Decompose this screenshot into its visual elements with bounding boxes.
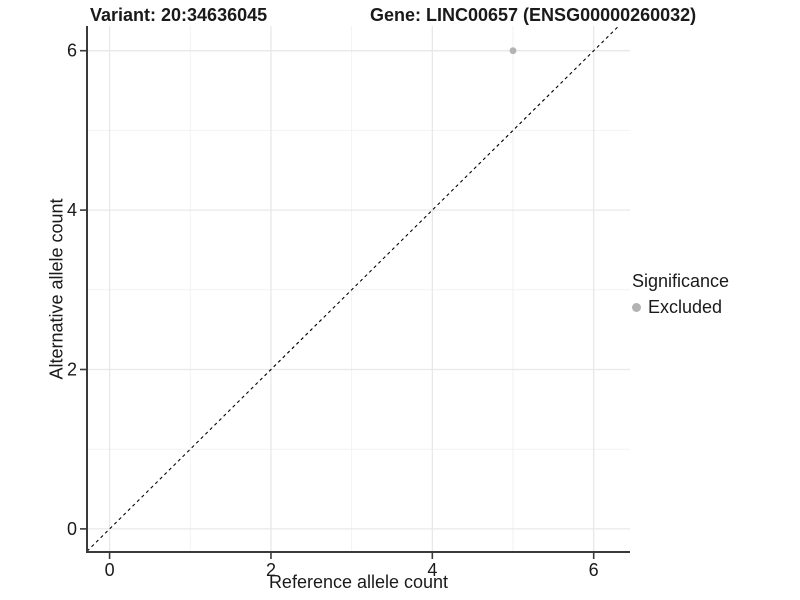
x-axis-title: Reference allele count bbox=[268, 572, 449, 592]
y-tick-label: 6 bbox=[67, 41, 77, 61]
x-tick-label: 4 bbox=[427, 560, 437, 580]
x-tick-label: 0 bbox=[105, 560, 115, 580]
legend-item-label: Excluded bbox=[648, 297, 723, 317]
plot-title-variant: Variant: 20:34636045 bbox=[90, 5, 268, 25]
legend-title: Significance bbox=[632, 271, 730, 291]
x-tick-label: 2 bbox=[266, 560, 276, 580]
data-point bbox=[509, 47, 517, 55]
x-tick-label: 6 bbox=[589, 560, 599, 580]
y-tick-label: 2 bbox=[67, 359, 77, 379]
y-axis-title: Alternative allele count bbox=[46, 198, 67, 380]
legend-point-icon bbox=[632, 303, 641, 312]
y-tick-label: 4 bbox=[67, 200, 77, 220]
y-tick-label: 0 bbox=[67, 519, 77, 539]
legend-item-excluded: Excluded bbox=[632, 297, 729, 318]
legend: Significance Excluded bbox=[632, 271, 729, 318]
plot-title-gene: Gene: LINC00657 (ENSG00000260032) bbox=[370, 5, 697, 25]
identity-line bbox=[86, 25, 620, 552]
